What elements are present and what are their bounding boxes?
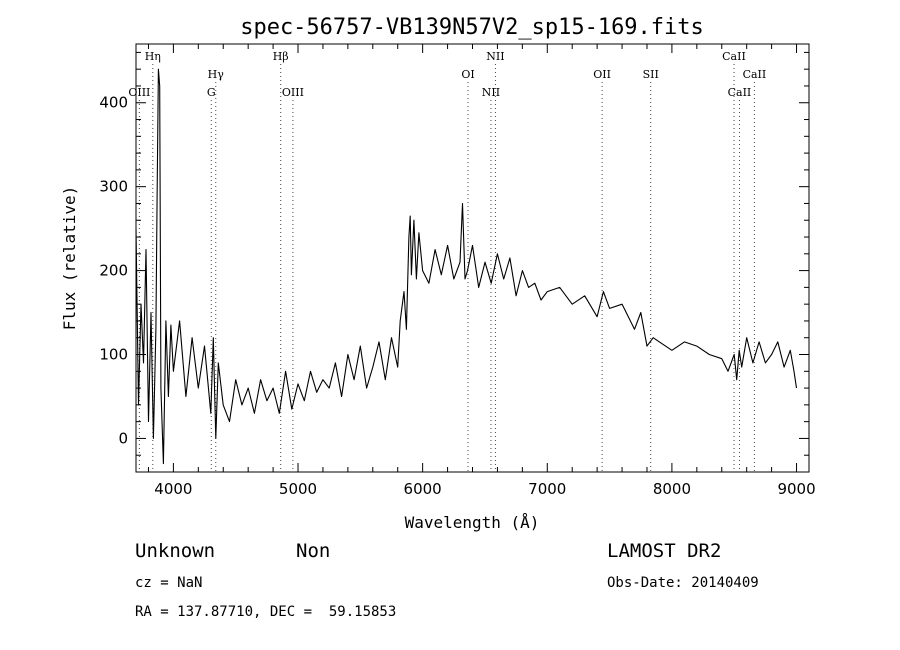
line-label: OII — [593, 68, 611, 81]
y-tick-label: 300 — [99, 178, 128, 196]
line-label: SII — [643, 68, 659, 81]
plot-frame — [135, 43, 810, 473]
axis-ticks: 4000 5000 6000 7000 8000 9000 0 100 200 300 400 — [99, 44, 816, 498]
x-axis-label: Wavelength (Å) — [405, 513, 540, 532]
y-axis-label: Flux (relative) — [60, 186, 79, 331]
line-label: OI — [461, 68, 474, 81]
line-label: Hγ — [208, 68, 225, 81]
y-tick-label: 100 — [99, 346, 128, 364]
y-tick-label: 0 — [118, 429, 128, 447]
line-label: Hη — [145, 50, 161, 63]
line-label: Hβ — [273, 50, 289, 63]
spectrum-series — [135, 68, 798, 465]
spectral-class: Unknown — [135, 540, 216, 562]
line-label: OIII — [128, 86, 150, 99]
spectrum-chart: spec-56757-VB139N57V2_sp15-169.fits OIII… — [60, 15, 816, 532]
spectral-subclass: Non — [296, 540, 331, 562]
x-tick-label: 7000 — [528, 480, 566, 498]
emission-lines: OIII Hη Hγ G Hβ OIII OI NII NII OII SII CaII CaII CaI… — [128, 50, 766, 472]
line-label: CaII — [728, 86, 752, 99]
x-tick-label: 6000 — [404, 480, 442, 498]
survey-name: LAMOST DR2 — [607, 540, 722, 562]
line-label: OIII — [282, 86, 304, 99]
line-label: G — [207, 86, 216, 99]
observation-date: Obs-Date: 20140409 — [607, 575, 759, 591]
x-tick-label: 5000 — [279, 480, 317, 498]
x-tick-label: 9000 — [777, 480, 815, 498]
spectrum-line — [135, 68, 798, 465]
x-tick-label: 8000 — [653, 480, 691, 498]
line-label: CaII — [722, 50, 746, 63]
line-label: NII — [486, 50, 504, 63]
chart-title: spec-56757-VB139N57V2_sp15-169.fits — [240, 15, 704, 40]
y-tick-label: 200 — [99, 262, 128, 280]
redshift-cz: cz = NaN — [135, 575, 203, 591]
y-tick-label: 400 — [99, 94, 128, 112]
line-label: CaII — [743, 68, 767, 81]
coordinates: RA = 137.87710, DEC = 59.15853 — [135, 604, 397, 620]
x-tick-label: 4000 — [154, 480, 192, 498]
line-label: NII — [482, 86, 500, 99]
